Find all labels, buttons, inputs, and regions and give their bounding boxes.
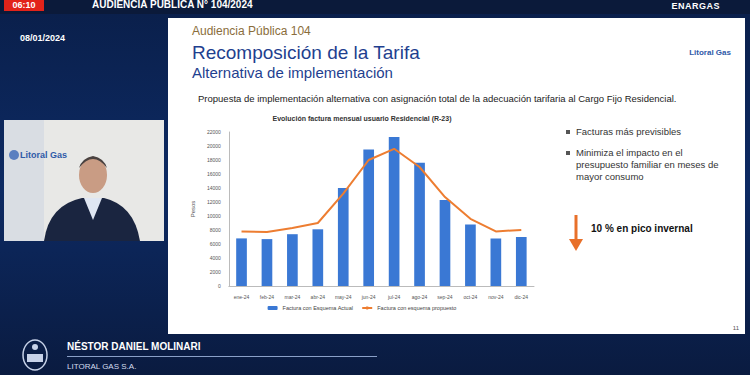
html-text:NÉSTOR DANIEL MOLINARI: NÉSTOR DANIEL MOLINARI: [67, 341, 201, 352]
svg-text:jul-24: jul-24: [387, 294, 400, 300]
html-text:Facturas más previsibles: Facturas más previsibles: [576, 126, 682, 137]
html-text:Litoral Gas: Litoral Gas: [689, 48, 731, 57]
svg-text:20000: 20000: [207, 143, 221, 149]
svg-text:ago-24: ago-24: [412, 294, 428, 300]
html-text:Minimiza el impacto en el pres: Minimiza el impacto en el presupuesto fa…: [576, 147, 719, 182]
svg-text:dic-24: dic-24: [514, 294, 528, 300]
html-text:Litoral Gas: Litoral Gas: [20, 150, 67, 160]
svg-text:jun-24: jun-24: [361, 294, 376, 300]
html-text:Propuesta de implementación al: Propuesta de implementación alternativa …: [198, 93, 677, 104]
svg-text:ene-24: ene-24: [234, 294, 250, 300]
svg-text:abr-24: abr-24: [311, 294, 326, 300]
svg-text:Factura con esquema propuesto: Factura con esquema propuesto: [377, 305, 456, 311]
html-text:AUDIENCIA PÚBLICA N° 104/2024: AUDIENCIA PÚBLICA N° 104/2024: [92, 0, 253, 10]
svg-text:12000: 12000: [207, 199, 221, 205]
html-text:ENARGAS: ENARGAS: [671, 1, 720, 11]
svg-text:may-24: may-24: [335, 294, 352, 300]
svg-text:8000: 8000: [210, 227, 221, 233]
svg-text:oct-24: oct-24: [463, 294, 477, 300]
html-text:10 % en pico invernal: 10 % en pico invernal: [591, 223, 693, 234]
svg-text:16000: 16000: [207, 171, 221, 177]
html-text:Recomposición de la Tarifa: Recomposición de la Tarifa: [192, 42, 420, 63]
html-text:08/01/2024: 08/01/2024: [20, 33, 65, 43]
svg-text:22000: 22000: [207, 129, 221, 135]
svg-text:mar-24: mar-24: [284, 294, 300, 300]
svg-text:4000: 4000: [210, 255, 221, 261]
html-text:Alternativa de implementación: Alternativa de implementación: [192, 64, 393, 81]
svg-text:feb-24: feb-24: [260, 294, 274, 300]
svg-text:2000: 2000: [210, 269, 221, 275]
svg-text:10000: 10000: [207, 213, 221, 219]
html-text:LITORAL GAS S.A.: LITORAL GAS S.A.: [67, 362, 137, 371]
html-text:Audiencia Pública 104: Audiencia Pública 104: [192, 24, 311, 38]
svg-text:sep-24: sep-24: [437, 294, 453, 300]
svg-text:18000: 18000: [207, 157, 221, 163]
svg-text:nov-24: nov-24: [488, 294, 504, 300]
svg-text:Evolución factura mensual usua: Evolución factura mensual usuario Reside…: [273, 115, 452, 123]
html-text:11: 11: [732, 325, 739, 331]
svg-text:14000: 14000: [207, 185, 221, 191]
html-text:06:10: 06:10: [12, 0, 36, 10]
svg-text:6000: 6000: [210, 241, 221, 247]
svg-text:Pesos: Pesos: [190, 201, 196, 218]
svg-text:0: 0: [218, 283, 221, 289]
svg-text:Factura con Esquema Actual: Factura con Esquema Actual: [283, 305, 353, 311]
